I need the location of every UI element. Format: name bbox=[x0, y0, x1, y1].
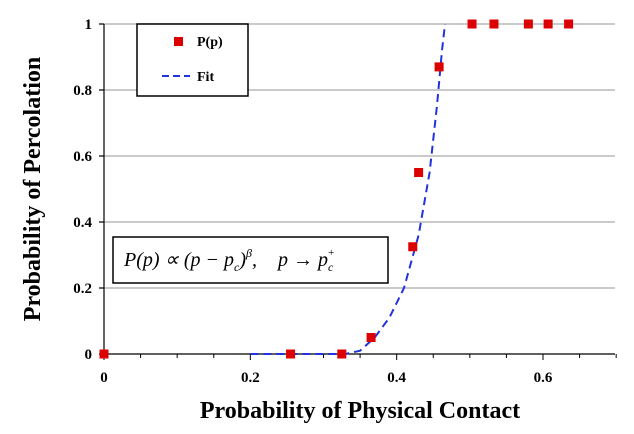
y-axis-title: Probability of Percolation bbox=[20, 57, 46, 321]
legend-label-fit: Fit bbox=[197, 70, 214, 85]
formula-close: ) bbox=[238, 249, 246, 271]
data-point-6 bbox=[434, 62, 444, 72]
formula-sub-c: c bbox=[234, 260, 240, 274]
legend-box bbox=[136, 23, 249, 97]
y-tick-label-1: 0.2 bbox=[73, 281, 92, 297]
data-point-3 bbox=[366, 333, 376, 342]
y-tick-label-2: 0.4 bbox=[73, 215, 92, 231]
data-point-9 bbox=[523, 19, 533, 29]
formula-box bbox=[112, 236, 389, 284]
fit-line bbox=[250, 23, 446, 355]
formula-comma: , bbox=[252, 249, 257, 271]
data-point-4 bbox=[408, 242, 418, 252]
x-tick-label-0: 0 bbox=[100, 370, 108, 386]
pp-series bbox=[99, 19, 574, 359]
y-tick-label-5: 1 bbox=[85, 17, 93, 33]
y-tick-label-3: 0.6 bbox=[73, 149, 92, 165]
data-point-10 bbox=[543, 19, 553, 29]
legend: P(p) Fit bbox=[136, 23, 249, 97]
data-point-11 bbox=[564, 19, 574, 29]
y-tick-label-0: 0 bbox=[85, 347, 93, 363]
x-axis-title: Probability of Physical Contact bbox=[200, 398, 520, 424]
data-point-7 bbox=[467, 19, 477, 29]
formula-annotation: P(p) ∝ (p − pc)β, p → pc+ bbox=[112, 236, 389, 284]
data-point-2 bbox=[337, 349, 347, 359]
x-tick-label-2: 0.4 bbox=[387, 370, 406, 386]
axis-ticks: 0 0.2 0.4 0.6 0.8 1 0 0.2 0.4 0.6 bbox=[73, 17, 617, 386]
x-tick-label-3: 0.6 bbox=[534, 370, 553, 386]
formula-sub-c2: c bbox=[328, 260, 334, 274]
x-tick-label-1: 0.2 bbox=[241, 370, 260, 386]
data-point-1 bbox=[286, 349, 296, 359]
axes bbox=[103, 24, 615, 355]
legend-label-pp: P(p) bbox=[197, 35, 223, 50]
data-point-5 bbox=[414, 168, 424, 177]
fit-series bbox=[250, 23, 446, 355]
formula-sup-beta: β bbox=[245, 246, 252, 260]
formula-arrow: p → p bbox=[276, 249, 328, 271]
y-tick-label-4: 0.8 bbox=[73, 83, 92, 99]
legend-marker-pp bbox=[174, 37, 183, 46]
formula-sup-plus: + bbox=[327, 247, 334, 259]
formula-text: P(p) ∝ (p − pc)β, p → pc+ bbox=[123, 246, 335, 274]
data-point-0 bbox=[99, 349, 109, 359]
formula-lhs: P(p) ∝ (p − p bbox=[123, 249, 234, 271]
data-point-8 bbox=[489, 19, 499, 29]
